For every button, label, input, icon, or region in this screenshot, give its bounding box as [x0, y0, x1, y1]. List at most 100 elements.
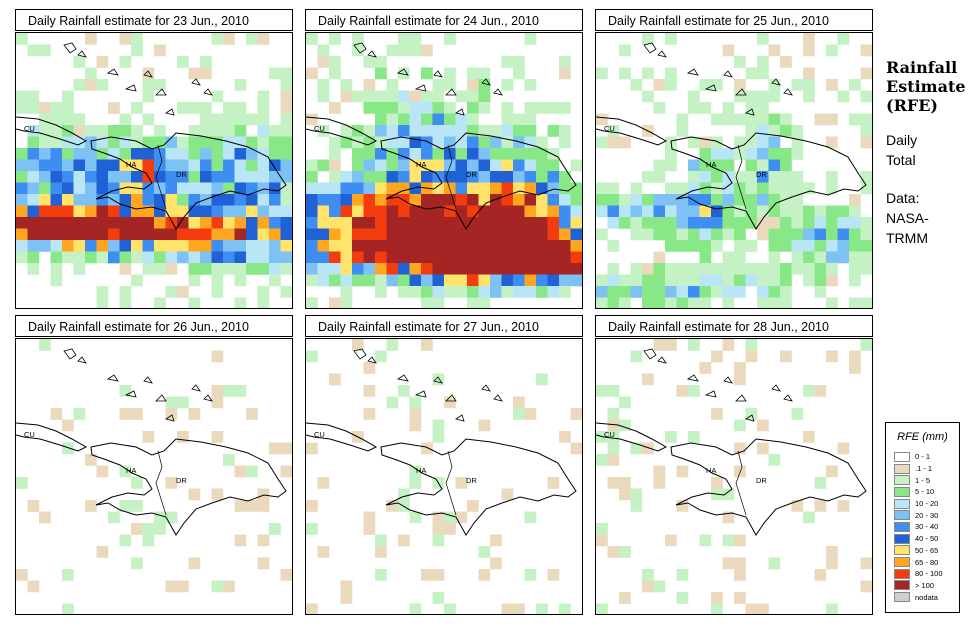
rain-cell [223, 102, 235, 114]
island-outline [106, 374, 119, 382]
rain-cell [280, 79, 292, 91]
rain-cell [607, 240, 620, 252]
rain-cell [142, 240, 155, 252]
rain-cell [409, 240, 422, 252]
rain-cell [734, 419, 746, 432]
rain-cell [50, 113, 63, 126]
rain-cell [386, 263, 399, 275]
rain-cell [467, 297, 479, 308]
rain-cell [757, 56, 769, 68]
rain-cell [734, 240, 746, 252]
rain-cell [409, 148, 422, 160]
rain-cell [96, 546, 109, 558]
rain-cell [188, 205, 201, 218]
rain-cell [826, 240, 838, 252]
rain-cell [211, 159, 224, 172]
rain-cell [409, 408, 422, 420]
rain-cell [478, 217, 491, 229]
rain-cell [119, 408, 132, 420]
rain-cell [329, 240, 341, 252]
rain-cell [421, 159, 433, 172]
rain-cell [432, 182, 445, 195]
rain-cell [363, 408, 376, 420]
rain-cell [478, 251, 491, 264]
rain-cell [607, 431, 620, 443]
rain-cell [722, 205, 735, 218]
rain-cell [188, 67, 201, 80]
rain-cell [524, 194, 537, 206]
rain-cell [860, 297, 872, 308]
rain-cell [223, 194, 235, 206]
rain-cell [478, 546, 491, 558]
rain-cell [757, 90, 769, 103]
rain-cell [211, 148, 224, 160]
rain-cell [329, 56, 341, 68]
rain-cell [73, 217, 86, 229]
rain-cell [860, 339, 872, 351]
rain-cell [421, 148, 433, 160]
island-outline [481, 384, 491, 392]
rain-cell [791, 148, 804, 160]
rain-cell [653, 205, 666, 218]
rain-cell [653, 159, 666, 172]
rain-cell [386, 79, 399, 91]
rain-cell [665, 534, 677, 547]
rain-cell [85, 454, 97, 466]
rain-cell [803, 431, 815, 443]
rain-cell [653, 171, 666, 183]
rain-cell [849, 217, 861, 229]
rain-cell [398, 240, 410, 252]
rain-cell [188, 251, 201, 264]
rain-cell [257, 194, 270, 206]
rain-cell [269, 240, 281, 252]
rain-cell [467, 148, 479, 160]
rain-cell [734, 534, 746, 547]
rain-cell [363, 148, 376, 160]
rain-cell [409, 286, 422, 298]
rain-cell [699, 148, 712, 160]
rain-cell [513, 182, 525, 195]
rain-cell [688, 171, 700, 183]
rain-cell [699, 171, 712, 183]
rain-cell [722, 339, 735, 351]
rain-cell [478, 274, 491, 287]
rain-cell [630, 500, 643, 512]
rain-cell [177, 431, 189, 443]
rain-cell [188, 274, 201, 287]
rain-cell [432, 523, 445, 535]
rain-cell [269, 182, 281, 195]
rain-cell [467, 90, 479, 103]
rain-cell [317, 79, 330, 91]
rain-cell [630, 217, 643, 229]
rain-cell [814, 251, 827, 264]
rainfall-map: CU HA DR [15, 32, 293, 309]
legend-label: 80 - 100 [915, 569, 943, 579]
rain-cell [444, 523, 456, 535]
rain-cell [154, 217, 166, 229]
rain-cell [62, 228, 74, 241]
rain-cell [73, 79, 86, 91]
rain-cell [85, 194, 97, 206]
rain-cell [513, 286, 525, 298]
island-outline [723, 376, 733, 384]
rain-cell [467, 286, 479, 298]
rain-cell [837, 240, 850, 252]
rain-cell [513, 205, 525, 218]
dominican-republic-label: DR [176, 476, 187, 485]
rain-cell [699, 217, 712, 229]
rain-cell [352, 217, 364, 229]
rain-cell [246, 136, 258, 149]
rain-cell [96, 125, 109, 137]
rain-cell [27, 182, 40, 195]
rain-cell [27, 171, 40, 183]
rain-cell [409, 396, 422, 409]
rain-cell [780, 350, 792, 363]
rain-cell [570, 251, 582, 264]
rain-cell [791, 408, 804, 420]
rain-cell [62, 171, 74, 183]
rain-cell [722, 159, 735, 172]
rain-cell [837, 442, 850, 455]
panel-title: Daily Rainfall estimate for 23 Jun., 201… [15, 9, 293, 31]
rain-cell [177, 580, 189, 593]
island-outline [481, 78, 491, 86]
